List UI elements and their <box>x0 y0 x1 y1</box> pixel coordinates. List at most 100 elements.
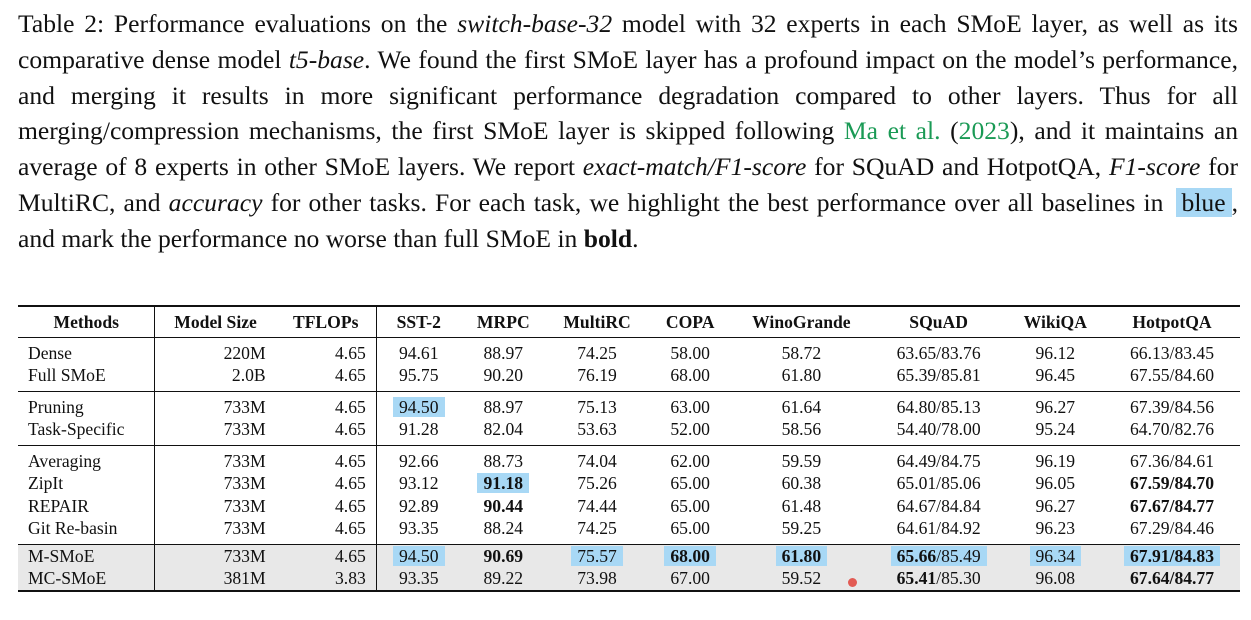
caption-text: for SQuAD and HotpotQA, <box>806 152 1109 182</box>
table-header: Methods Model Size TFLOPs SST-2 MRPC Mul… <box>18 306 1240 338</box>
table-group-proposed: M-SMoE 733M 4.65 94.50 90.69 75.57 68.00… <box>18 544 1240 591</box>
header-mrpc: MRPC <box>476 311 530 332</box>
cell-tflops: 4.65 <box>275 472 377 495</box>
cell-tflops: 4.65 <box>275 517 377 545</box>
cell-copa: 65.00 <box>670 518 710 539</box>
cell-tflops: 3.83 <box>275 567 377 591</box>
cell-model-size: 733M <box>223 419 266 440</box>
citation-author-link[interactable]: Ma et al. <box>843 116 941 146</box>
cell-multirc: 73.98 <box>577 568 617 589</box>
cell-mrpc: 90.69 <box>483 545 524 566</box>
cell-hotpotqa: 67.55/84.60 <box>1129 365 1215 386</box>
caption-text: . <box>632 223 639 253</box>
cell-method: REPAIR <box>18 495 156 518</box>
cell-hotpotqa: 67.29/84.46 <box>1129 518 1215 539</box>
cell-wikiqa: 96.45 <box>1035 365 1076 386</box>
cell-model-size: 2.0B <box>231 365 266 386</box>
cell-winogrande: 59.59 <box>781 450 822 471</box>
cell-hotpotqa: 67.67/84.77 <box>1129 495 1215 516</box>
cell-copa: 65.00 <box>670 495 710 516</box>
cell-multirc: 74.04 <box>577 450 617 471</box>
cell-wikiqa: 96.34 <box>1007 545 1104 568</box>
caption-text: , and mark the performance no worse than… <box>18 187 1238 253</box>
cell-tflops: 4.65 <box>275 445 377 473</box>
cell-model-size: 220M <box>223 342 266 363</box>
cell-hotpotqa: 67.39/84.56 <box>1129 396 1215 417</box>
cell-copa: 68.00 <box>648 545 732 568</box>
cell-method: Averaging <box>18 445 156 473</box>
table-group-pruning: Pruning 733M 4.65 94.50 88.97 75.13 63.0… <box>18 391 1240 446</box>
cell-method: Git Re-basin <box>18 517 156 545</box>
cell-squad: 65.01/85.06 <box>896 473 981 494</box>
cell-squad: 64.61/84.92 <box>896 518 981 539</box>
cell-multirc: 76.19 <box>577 365 617 386</box>
cell-squad: 65.39/85.81 <box>896 365 981 386</box>
table-row: ZipIt 733M 4.65 93.12 91.18 75.26 65.00 … <box>18 472 1240 496</box>
caption-text: . We found the first SMoE layer has a pr… <box>18 44 1238 146</box>
cell-mrpc: 90.44 <box>483 495 524 516</box>
metric-name: F1-score <box>1108 152 1201 182</box>
cursor-dot-marker <box>848 578 857 587</box>
cell-tflops: 4.65 <box>275 418 377 446</box>
cell-multirc: 74.25 <box>577 342 617 363</box>
cell-method: Task-Specific <box>18 418 156 446</box>
best-score-highlight: 68.00 <box>664 545 716 566</box>
cell-winogrande: 61.80 <box>781 365 822 386</box>
citation-year-link[interactable]: 2023 <box>958 116 1010 146</box>
cell-wikiqa: 96.08 <box>1035 568 1076 589</box>
cell-winogrande: 58.72 <box>781 342 822 363</box>
caption-text: ), and it maintains an average of 8 expe… <box>18 116 1238 182</box>
cell-copa: 52.00 <box>670 419 710 440</box>
best-score-highlight: 65.66/85.49 <box>890 545 987 566</box>
cell-multirc: 74.44 <box>577 495 617 516</box>
dense-model-name: t5-base <box>288 44 365 74</box>
header-squad: SQuAD <box>909 311 968 332</box>
cell-mrpc: 88.73 <box>483 450 524 471</box>
bold-example: bold <box>583 223 633 253</box>
header-copa: COPA <box>665 311 715 332</box>
cell-copa: 65.00 <box>670 473 710 494</box>
squad-em-bold: 65.66 <box>896 545 937 566</box>
cell-sst2: 91.28 <box>398 419 439 440</box>
cell-mrpc: 90.20 <box>483 365 524 386</box>
cell-hotpotqa: 66.13/83.45 <box>1129 342 1215 363</box>
cell-squad: 63.65/83.76 <box>896 342 981 363</box>
cell-sst2: 93.12 <box>398 473 439 494</box>
squad-f1: /85.30 <box>936 568 981 589</box>
cell-method: Dense <box>18 337 156 365</box>
cell-mrpc: 88.97 <box>483 342 524 363</box>
header-methods: Methods <box>18 306 156 338</box>
cell-winogrande: 59.52 <box>781 568 822 589</box>
cell-hotpotqa: 67.64/84.77 <box>1129 568 1215 589</box>
cell-copa: 58.00 <box>670 342 710 363</box>
cell-model-size: 733M <box>223 495 266 516</box>
cell-method: Full SMoE <box>18 364 156 392</box>
cell-model-size: 733M <box>223 473 266 494</box>
cell-copa: 67.00 <box>670 568 710 589</box>
cell-mrpc: 91.18 <box>461 473 546 496</box>
cell-winogrande: 61.80 <box>732 545 871 568</box>
cell-sst2: 94.61 <box>398 342 439 363</box>
caption-text: for MultiRC, and <box>18 152 1238 217</box>
header-wikiqa: WikiQA <box>1023 311 1087 332</box>
table-row: Git Re-basin 733M 4.65 93.35 88.24 74.25… <box>18 517 1240 545</box>
best-score-highlight: 61.80 <box>775 545 828 566</box>
cell-winogrande: 61.64 <box>781 396 822 417</box>
best-score-highlight: 91.18 <box>477 473 530 494</box>
cell-wikiqa: 96.05 <box>1035 473 1076 494</box>
results-table: Methods Model Size TFLOPs SST-2 MRPC Mul… <box>18 305 1240 592</box>
cell-model-size: 381M <box>223 568 266 589</box>
cell-sst2: 92.66 <box>398 450 439 471</box>
cell-tflops: 4.65 <box>275 364 377 392</box>
cell-tflops: 4.65 <box>275 391 377 419</box>
header-winogrande: WinoGrande <box>752 311 851 332</box>
cell-model-size: 733M <box>223 518 266 539</box>
squad-f1: /85.49 <box>936 545 981 566</box>
table-row: Pruning 733M 4.65 94.50 88.97 75.13 63.0… <box>18 391 1240 419</box>
best-score-highlight: 94.50 <box>392 396 445 417</box>
cell-multirc: 53.63 <box>577 419 617 440</box>
cell-hotpotqa: 67.91/84.83 <box>1104 545 1240 568</box>
caption-text: ( <box>940 116 959 146</box>
cell-copa: 63.00 <box>670 396 710 417</box>
cell-method: MC-SMoE <box>18 567 156 591</box>
